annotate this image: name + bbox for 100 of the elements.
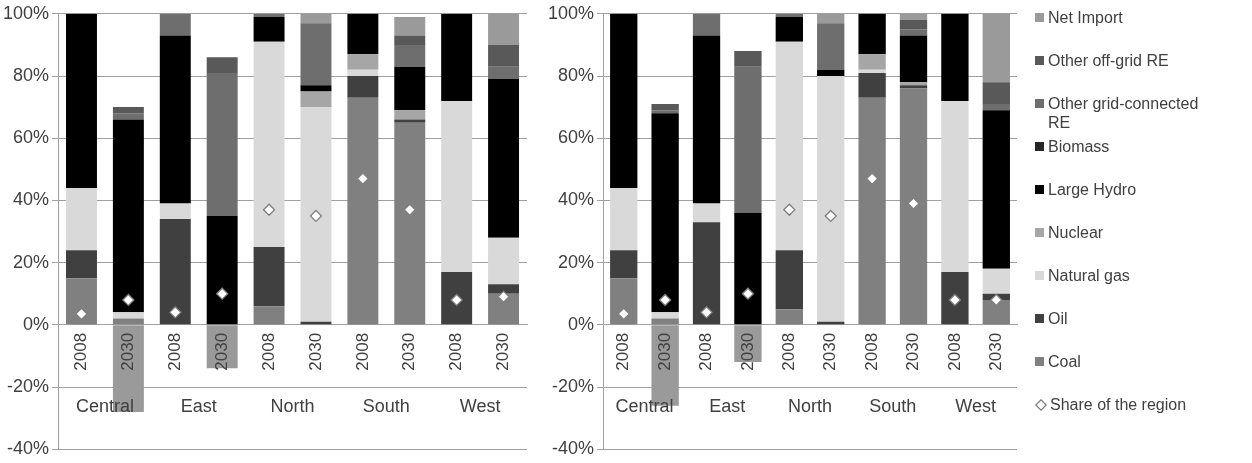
y-tick-label: -40%	[552, 438, 595, 459]
annotation: North	[270, 395, 315, 416]
x-tick-label: 2030	[211, 332, 231, 371]
y-tick-label: 100%	[547, 2, 595, 23]
annotation: East	[709, 395, 746, 416]
bar	[982, 82, 1010, 104]
y-tick-label: 80%	[13, 64, 50, 85]
x-tick-label: 2008	[258, 332, 278, 371]
bar	[817, 69, 845, 76]
bar	[300, 107, 332, 322]
x-tick-label: 2030	[118, 332, 138, 371]
x-tick-label: 2008	[352, 332, 372, 371]
x-tick-label: 2030	[654, 332, 674, 371]
bar	[692, 35, 721, 204]
bar	[300, 23, 332, 86]
x-tick-label: 2030	[737, 332, 757, 371]
y-tick-label: -20%	[7, 375, 50, 396]
bar	[982, 268, 1010, 294]
bar	[858, 97, 886, 325]
point	[262, 203, 276, 216]
legend-label: Other grid-connected RE	[1048, 94, 1200, 132]
bar	[775, 250, 803, 310]
bar	[651, 312, 679, 319]
bar	[206, 57, 238, 73]
y-tick-label: 60%	[13, 127, 50, 148]
point	[122, 293, 135, 307]
bar	[253, 13, 285, 17]
bar	[159, 203, 191, 220]
bar	[394, 119, 426, 123]
point	[309, 209, 323, 223]
bar	[775, 41, 803, 251]
y-tick-label: 0%	[568, 313, 595, 334]
bar	[394, 16, 426, 36]
point	[658, 293, 672, 307]
bar	[441, 271, 473, 325]
x-tick-label: 2030	[903, 332, 923, 371]
x-tick-label: 2008	[164, 332, 184, 371]
bar	[112, 312, 144, 319]
bar	[112, 119, 144, 313]
bar	[394, 122, 426, 325]
legend-label: Biomass	[1048, 137, 1111, 156]
y-tick-label: 0%	[23, 313, 50, 334]
bar	[488, 79, 520, 238]
annotation: West	[459, 395, 501, 416]
bar	[347, 69, 379, 76]
x-tick-label: 2008	[779, 332, 799, 371]
bar	[206, 72, 238, 216]
legend-label: Coal	[1048, 352, 1082, 371]
bar	[651, 318, 679, 325]
bar	[347, 97, 379, 325]
bar	[488, 66, 520, 80]
bar	[394, 110, 426, 120]
legend-label: Oil	[1048, 309, 1069, 328]
bar	[394, 35, 426, 45]
y-tick-label: 20%	[13, 251, 50, 272]
bar	[253, 306, 285, 325]
point	[216, 287, 229, 300]
x-tick-label: 2030	[399, 332, 419, 371]
annotation: East	[180, 395, 217, 416]
y-tick-label: 20%	[558, 251, 595, 272]
bar	[610, 278, 638, 325]
bar	[610, 250, 638, 279]
annotation: South	[869, 395, 917, 416]
bar	[300, 91, 332, 108]
bar	[159, 219, 191, 325]
bar	[899, 35, 928, 83]
bar	[488, 237, 520, 285]
bar	[300, 85, 332, 92]
bar	[441, 13, 473, 101]
bar	[66, 13, 97, 188]
bar	[488, 293, 520, 325]
bar	[253, 247, 285, 307]
bar	[941, 13, 969, 101]
point	[169, 306, 182, 319]
bar	[66, 278, 97, 325]
y-tick-label: 100%	[2, 2, 50, 23]
bar	[817, 76, 845, 322]
point	[990, 293, 1003, 307]
legend-label: Nuclear	[1048, 223, 1105, 242]
bar	[253, 41, 285, 248]
bar	[488, 284, 520, 294]
annotation: Central	[615, 395, 674, 416]
x-tick-label: 2030	[493, 332, 513, 371]
bar	[858, 72, 886, 98]
bar	[899, 20, 928, 30]
bar	[858, 54, 886, 70]
x-tick-label: 2008	[696, 332, 716, 371]
y-tick-label: -20%	[552, 375, 595, 396]
bar	[692, 222, 721, 325]
x-tick-label: 2008	[944, 332, 964, 371]
bar	[159, 13, 191, 36]
legend-label: Other off-grid RE	[1048, 51, 1170, 70]
bar	[347, 76, 379, 98]
bar	[941, 271, 969, 325]
bar	[488, 44, 520, 67]
legend-label: Net Import	[1048, 8, 1124, 27]
x-tick-label: 2030	[305, 332, 325, 371]
bar	[817, 23, 845, 70]
bar	[112, 107, 144, 114]
bar	[858, 69, 886, 73]
